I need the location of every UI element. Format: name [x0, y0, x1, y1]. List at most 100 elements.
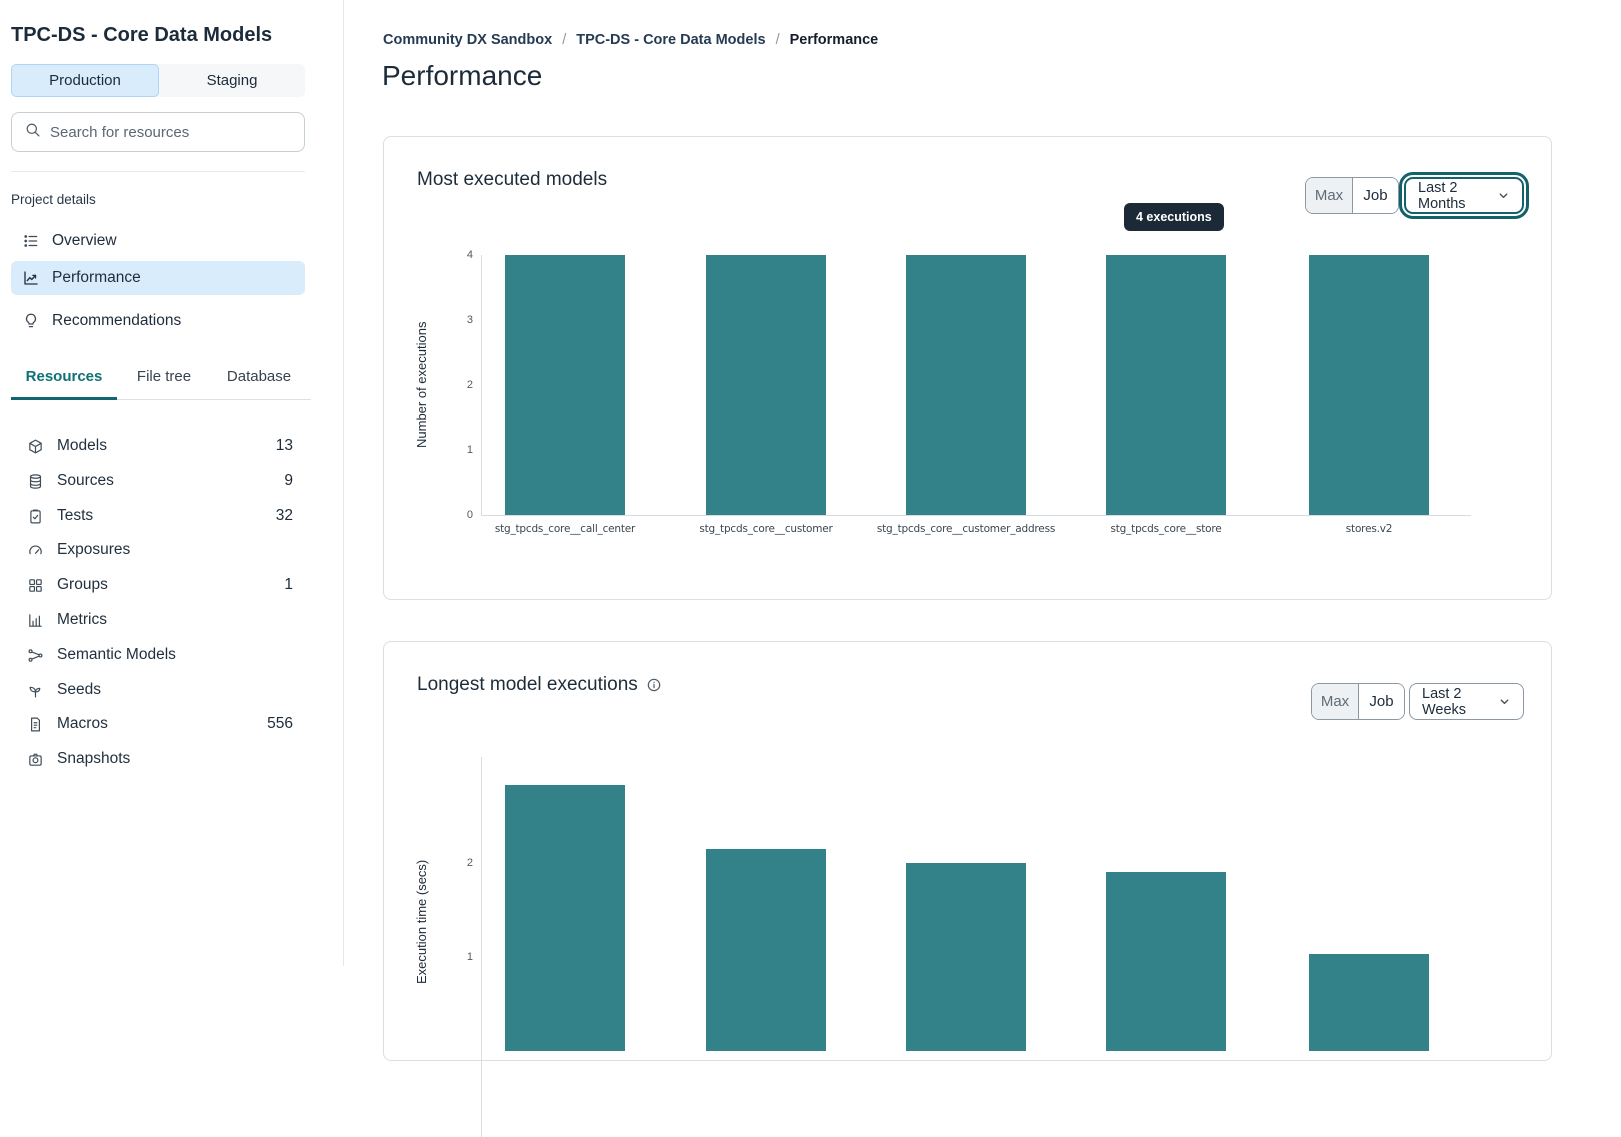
max-job-toggle: Max Job [1305, 177, 1399, 214]
resource-count: 13 [275, 437, 293, 454]
sidebar-item-exposures[interactable]: Exposures [11, 533, 305, 567]
nav-label: Recommendations [52, 312, 182, 329]
bar[interactable] [906, 863, 1026, 1051]
card-title: Longest model executions [417, 674, 662, 696]
sidebar-item-seeds[interactable]: Seeds [11, 673, 305, 707]
page-title: Performance [382, 60, 543, 91]
breadcrumb-separator: / [775, 32, 780, 48]
y-axis [481, 255, 482, 515]
sidebar-item-snapshots[interactable]: Snapshots [11, 742, 305, 776]
job-button[interactable]: Job [1358, 684, 1404, 719]
sidebar-item-overview[interactable]: Overview [11, 224, 305, 258]
x-tick-label: stg_tpcds_core__customer_address [876, 523, 1056, 535]
max-button[interactable]: Max [1312, 684, 1358, 719]
sidebar-item-groups[interactable]: Groups 1 [11, 568, 305, 602]
y-tick-label: 0 [466, 509, 473, 521]
nav-label: Overview [52, 232, 117, 249]
sidebar-item-models[interactable]: Models 13 [11, 429, 305, 463]
date-range-select[interactable]: Last 2 Months [1399, 172, 1529, 219]
resource-label: Sources [57, 472, 114, 489]
environment-toggle: Production Staging [11, 64, 305, 97]
cube-icon [27, 438, 44, 455]
y-axis-label: Execution time (secs) [414, 859, 429, 985]
search-icon [24, 121, 41, 143]
sidebar-item-macros[interactable]: Macros 556 [11, 707, 305, 741]
card-title-text: Longest model executions [417, 674, 638, 695]
project-title: TPC-DS - Core Data Models [11, 24, 273, 46]
resource-label: Exposures [57, 541, 131, 558]
date-range-value: Last 2 Weeks [1422, 685, 1467, 718]
bar[interactable] [1106, 872, 1226, 1051]
clipboard-check-icon [27, 508, 44, 525]
resource-label: Groups [57, 576, 108, 593]
sidebar-item-metrics[interactable]: Metrics [11, 603, 305, 637]
search-input[interactable] [50, 123, 292, 141]
bar[interactable] [906, 255, 1026, 515]
lightbulb-icon [22, 312, 40, 330]
nav-label: Performance [52, 269, 141, 286]
sidebar-item-performance[interactable]: Performance [11, 261, 305, 295]
max-button[interactable]: Max [1306, 178, 1352, 213]
tab-file-tree[interactable]: File tree [136, 368, 192, 385]
max-job-toggle: Max Job [1311, 683, 1405, 720]
breadcrumb-separator: / [562, 32, 567, 48]
x-tick-label: stg_tpcds_core__store [1110, 523, 1222, 535]
database-icon [27, 473, 44, 490]
job-button[interactable]: Job [1352, 178, 1398, 213]
list-icon [22, 232, 40, 250]
sidebar-item-sources[interactable]: Sources 9 [11, 464, 305, 498]
breadcrumb-current: Performance [789, 32, 879, 48]
sidebar: TPC-DS - Core Data Models Production Sta… [0, 0, 344, 966]
file-icon [27, 716, 44, 733]
sprout-icon [27, 682, 44, 699]
most-executed-models-card: Most executed models Max Job Last 2 Mont… [383, 136, 1552, 697]
bar[interactable] [505, 255, 625, 515]
y-tick-label: 3 [466, 314, 473, 326]
y-tick-label: 4 [466, 249, 473, 261]
tab-staging[interactable]: Staging [206, 72, 258, 89]
camera-icon [27, 751, 44, 768]
resource-count: 556 [267, 715, 293, 732]
resource-label: Tests [57, 507, 94, 524]
y-axis [481, 757, 482, 1137]
sidebar-item-recommendations[interactable]: Recommendations [11, 304, 305, 338]
tab-resources[interactable]: Resources [11, 368, 117, 400]
breadcrumb-project[interactable]: TPC-DS - Core Data Models [576, 32, 766, 48]
card-title-text: Most executed models [417, 169, 608, 190]
bar[interactable] [706, 255, 826, 515]
resource-count: 1 [284, 576, 293, 593]
resource-label: Semantic Models [57, 646, 176, 663]
resource-label: Models [57, 437, 107, 454]
sidebar-divider [11, 171, 305, 172]
sidebar-item-semantic-models[interactable]: Semantic Models [11, 638, 305, 672]
date-range-select[interactable]: Last 2 Weeks [1409, 683, 1524, 720]
resource-count: 32 [275, 507, 293, 524]
longest-model-executions-card: Longest model executions Max Job Last 2 … [383, 641, 1552, 1137]
info-icon[interactable] [646, 677, 662, 693]
sidebar-item-tests[interactable]: Tests 32 [11, 499, 305, 533]
y-tick-label: 1 [466, 951, 473, 963]
card-title: Most executed models [417, 169, 607, 191]
y-tick-label: 2 [466, 857, 473, 869]
x-axis [481, 515, 1471, 516]
date-range-value: Last 2 Months [1418, 179, 1466, 212]
tab-production[interactable]: Production [11, 64, 159, 97]
bar[interactable] [1106, 255, 1226, 515]
resource-count: 9 [284, 472, 293, 489]
bar[interactable] [706, 848, 826, 1051]
tab-database[interactable]: Database [226, 368, 292, 385]
breadcrumb-account[interactable]: Community DX Sandbox [383, 32, 553, 48]
x-tick-label: stg_tpcds_core__call_center [494, 523, 636, 535]
bar-chart-icon [27, 612, 44, 629]
chevron-down-icon [1497, 189, 1510, 202]
gauge-icon [27, 542, 44, 559]
bar[interactable] [1309, 954, 1429, 1051]
resource-label: Seeds [57, 681, 101, 698]
chevron-down-icon [1498, 695, 1511, 708]
breadcrumb: Community DX Sandbox / TPC-DS - Core Dat… [383, 32, 878, 48]
bar[interactable] [505, 784, 625, 1051]
search-box[interactable] [11, 112, 305, 152]
y-tick-label: 1 [466, 444, 473, 456]
bar[interactable] [1309, 255, 1429, 515]
